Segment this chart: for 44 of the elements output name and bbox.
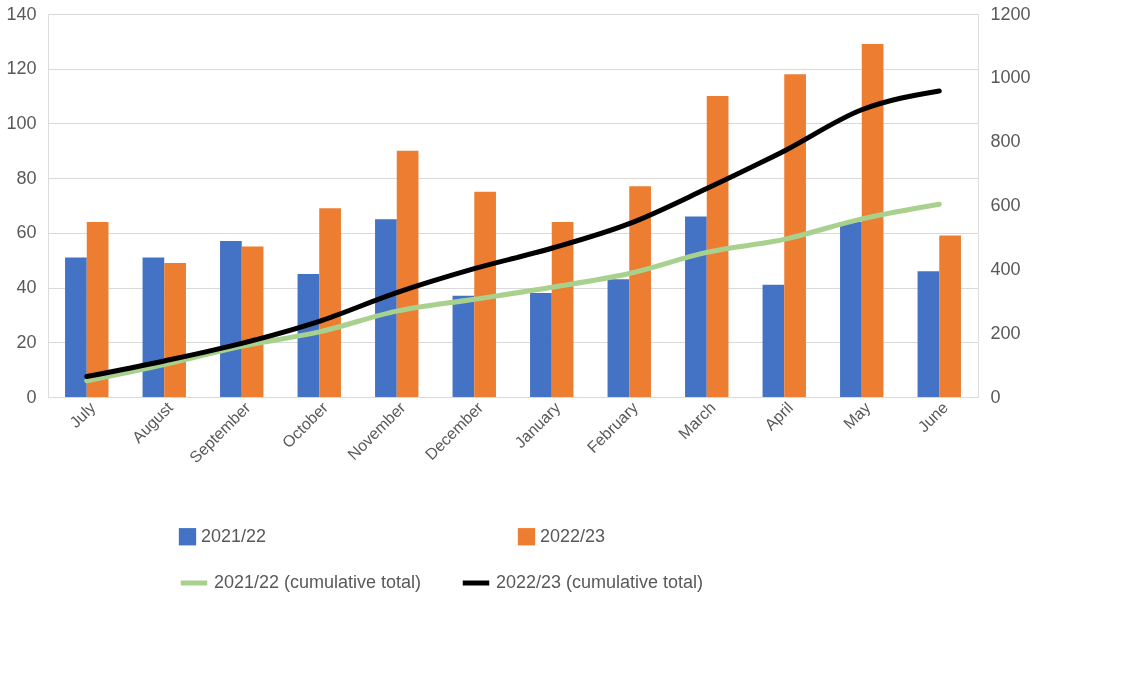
y-tick-label: 100 bbox=[6, 112, 37, 133]
bar bbox=[706, 96, 729, 397]
bar bbox=[784, 74, 806, 397]
bar bbox=[551, 221, 574, 397]
bar bbox=[917, 271, 940, 397]
y-tick-label: 120 bbox=[6, 58, 37, 79]
y2-tick-label: 400 bbox=[990, 258, 1021, 279]
y-tick-label: 80 bbox=[16, 167, 37, 188]
y2-tick-label: 0 bbox=[990, 386, 1001, 407]
y-tick-label: 40 bbox=[16, 277, 37, 298]
y-tick-label: 140 bbox=[6, 3, 37, 24]
bar bbox=[530, 293, 552, 397]
bar bbox=[762, 284, 785, 397]
bar bbox=[685, 216, 707, 397]
bar bbox=[840, 221, 862, 397]
y2-tick-label: 200 bbox=[990, 322, 1021, 343]
bar bbox=[452, 295, 475, 397]
bar bbox=[142, 257, 165, 397]
y2-tick-label: 800 bbox=[990, 131, 1021, 152]
y2-tick-label: 1000 bbox=[990, 67, 1031, 88]
bar bbox=[375, 219, 397, 397]
y2-tick-label: 1200 bbox=[990, 3, 1031, 24]
bar bbox=[86, 221, 109, 397]
y-tick-label: 60 bbox=[16, 222, 37, 243]
bar bbox=[861, 44, 884, 397]
bar bbox=[164, 262, 186, 397]
legend-label: 2021/22 (cumulative total) bbox=[214, 572, 422, 592]
x-tick-label: May bbox=[840, 398, 874, 433]
legend-label: 2022/23 bbox=[540, 525, 606, 546]
bar bbox=[241, 246, 264, 397]
bar bbox=[474, 191, 496, 397]
legend-label: 2021/22 bbox=[201, 525, 267, 546]
bar bbox=[607, 279, 630, 397]
y-tick-label: 0 bbox=[26, 386, 37, 407]
bar bbox=[939, 235, 961, 397]
bar bbox=[220, 241, 242, 397]
bar bbox=[629, 186, 651, 397]
y2-tick-label: 600 bbox=[990, 195, 1021, 215]
x-tick-label: July bbox=[66, 398, 99, 431]
bar bbox=[396, 150, 419, 397]
y-tick-label: 20 bbox=[16, 331, 37, 352]
legend-label: 2022/23 (cumulative total) bbox=[496, 572, 704, 592]
bar bbox=[65, 257, 87, 397]
bar bbox=[319, 208, 341, 397]
